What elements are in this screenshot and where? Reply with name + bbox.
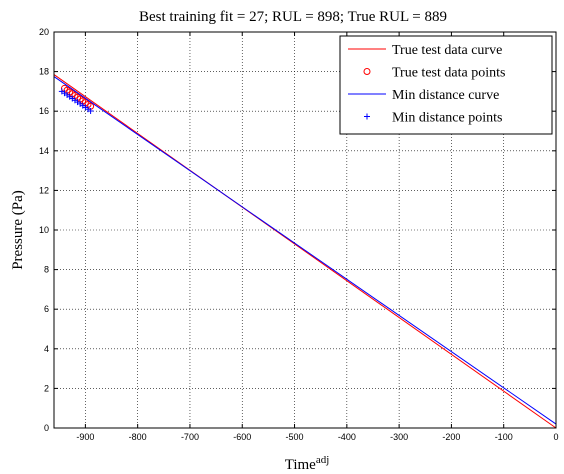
chart-title: Best training fit = 27; RUL = 898; True … [139, 9, 447, 25]
x-tick-label: -700 [181, 432, 199, 442]
legend-box [339, 35, 553, 135]
legend: True test data curve True test data point… [339, 35, 553, 135]
legend-label: Min distance points [392, 111, 502, 126]
y-tick-label: 0 [44, 423, 49, 433]
x-axis-label: Timeadj [285, 454, 330, 473]
x-axis-label-superscript: adj [316, 454, 329, 466]
x-tick-label: -900 [76, 432, 94, 442]
y-tick-label: 8 [44, 265, 49, 275]
x-tick-label: -100 [495, 432, 513, 442]
legend-label: True test data points [392, 66, 505, 81]
y-tick-label: 12 [39, 185, 49, 195]
series-line [53, 74, 557, 429]
y-tick-label: 20 [39, 27, 49, 37]
x-tick-label: -300 [390, 432, 408, 442]
x-tick-label: 0 [553, 432, 558, 442]
legend-label: True test data curve [392, 43, 502, 58]
data-point-plus [87, 108, 94, 115]
y-tick-label: 2 [44, 383, 49, 393]
x-tick-label: -200 [442, 432, 460, 442]
y-axis-label: Pressure (Pa) [10, 190, 26, 270]
series-line [53, 76, 557, 425]
x-axis-label-main: Time [285, 457, 316, 473]
legend-label: Min distance curve [392, 88, 499, 103]
y-tick-label: 18 [39, 67, 49, 77]
y-tick-label: 4 [44, 344, 49, 354]
x-tick-label: -800 [129, 432, 147, 442]
x-tick-label: -600 [233, 432, 251, 442]
y-tick-label: 6 [44, 304, 49, 314]
y-tick-label: 14 [39, 146, 49, 156]
x-tick-label: -400 [338, 432, 356, 442]
legend-swatch-circle [363, 68, 371, 75]
x-tick-label: -500 [286, 432, 304, 442]
y-tick-label: 16 [39, 106, 49, 116]
plot-area [53, 74, 557, 429]
axis-ticks: -900 -800 -700 -600 -500 -400 -300 -200 -100 0 0 2 4… [39, 27, 559, 442]
y-tick-label: 10 [39, 225, 49, 235]
